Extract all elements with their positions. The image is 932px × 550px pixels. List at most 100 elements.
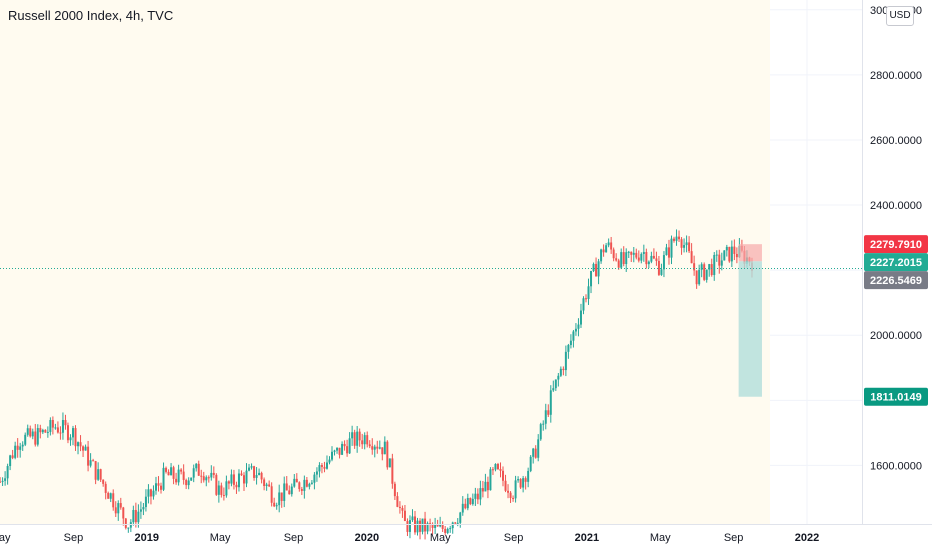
candle-body bbox=[82, 446, 85, 451]
candle-body bbox=[278, 492, 281, 506]
candle-body bbox=[356, 431, 359, 446]
candle-body bbox=[383, 441, 386, 455]
price-tag bbox=[864, 387, 928, 406]
price-axis[interactable]: 1600.0000 2000.0000 2400.0000 2600.0000 2800… bbox=[870, 5, 922, 473]
candle-body bbox=[348, 438, 351, 454]
candle-body bbox=[175, 478, 178, 483]
candle-body bbox=[54, 427, 57, 429]
candle-body bbox=[607, 242, 610, 246]
candle-body bbox=[386, 441, 389, 468]
candle-body bbox=[182, 471, 185, 480]
candle-body bbox=[235, 484, 238, 488]
candle-body bbox=[114, 507, 117, 514]
candle-body bbox=[4, 478, 7, 481]
candle-body bbox=[454, 522, 457, 524]
candle-body bbox=[630, 251, 633, 255]
price-tag bbox=[864, 271, 928, 290]
candle-body bbox=[524, 478, 527, 482]
candle-body bbox=[688, 242, 691, 252]
candle-body bbox=[484, 481, 487, 492]
candle-body bbox=[333, 450, 336, 452]
y-tick-label: 2000.0000 bbox=[870, 330, 922, 342]
candle-body bbox=[587, 286, 590, 300]
candle-body bbox=[421, 518, 424, 532]
candle-body bbox=[424, 518, 427, 532]
candle-body bbox=[708, 264, 711, 270]
candle-body bbox=[31, 431, 34, 437]
candle-body bbox=[310, 482, 313, 484]
candle-body bbox=[295, 478, 298, 483]
candle-body bbox=[323, 466, 326, 469]
candle-body bbox=[429, 523, 432, 525]
candle-body bbox=[494, 464, 497, 470]
candle-body bbox=[499, 469, 502, 471]
candle-body bbox=[371, 446, 374, 450]
currency-button[interactable]: USD bbox=[886, 6, 914, 26]
candle-body bbox=[313, 474, 316, 483]
candle-body bbox=[650, 255, 653, 262]
candle-body bbox=[290, 486, 293, 495]
candle-body bbox=[19, 446, 22, 450]
candle-body bbox=[537, 439, 540, 458]
candle-body bbox=[240, 473, 243, 476]
candle-body bbox=[74, 428, 77, 447]
candle-body bbox=[695, 270, 698, 285]
price-tag bbox=[864, 253, 928, 272]
candle-body bbox=[177, 469, 180, 483]
candle-body bbox=[602, 249, 605, 253]
time-axis[interactable]: May Sep 2019 May Sep 2020 May Sep 2021 May Sep 2022 bbox=[0, 532, 819, 544]
short-position-tool[interactable] bbox=[738, 244, 762, 397]
candle-body bbox=[361, 440, 364, 445]
candle-body bbox=[64, 420, 67, 426]
candle-body bbox=[253, 466, 256, 478]
candle-body bbox=[363, 435, 366, 445]
candle-body bbox=[34, 431, 37, 445]
price-tag-label: 2279.7910 bbox=[870, 239, 922, 251]
candle-body bbox=[149, 489, 152, 497]
candle-body bbox=[59, 432, 62, 434]
candle-body bbox=[6, 466, 9, 479]
candle-body bbox=[56, 427, 59, 433]
candle-body bbox=[366, 435, 369, 445]
candle-body bbox=[693, 263, 696, 271]
candle-body bbox=[703, 264, 706, 280]
price-tag-label: 2227.2015 bbox=[870, 257, 922, 269]
candle-body bbox=[77, 442, 80, 447]
candle-body bbox=[705, 269, 708, 280]
candle-body bbox=[655, 258, 658, 261]
candle-body bbox=[36, 428, 39, 445]
candle-body bbox=[1, 480, 4, 482]
candle-body bbox=[94, 461, 97, 480]
candle-body bbox=[519, 479, 522, 488]
price-tag bbox=[864, 235, 928, 254]
y-tick-label: 2400.0000 bbox=[870, 200, 922, 212]
candle-body bbox=[426, 523, 429, 532]
candle-body bbox=[562, 368, 565, 371]
candle-body bbox=[39, 428, 42, 433]
candle-body bbox=[124, 518, 127, 528]
risk-zone[interactable] bbox=[738, 244, 762, 262]
candle-body bbox=[165, 467, 168, 472]
candles bbox=[0, 229, 753, 540]
candle-body bbox=[24, 434, 27, 445]
candle-body bbox=[579, 310, 582, 325]
candle-body bbox=[343, 443, 346, 447]
candle-body bbox=[517, 479, 520, 481]
candle-body bbox=[242, 475, 245, 484]
candle-body bbox=[275, 505, 278, 507]
candle-body bbox=[698, 269, 701, 285]
candle-body bbox=[522, 478, 525, 488]
candle-body bbox=[170, 467, 173, 476]
candle-body bbox=[187, 480, 190, 486]
candle-body bbox=[590, 271, 593, 287]
candle-body bbox=[396, 496, 399, 507]
candle-body bbox=[559, 368, 562, 376]
candle-body bbox=[285, 483, 288, 491]
candle-body bbox=[419, 520, 422, 532]
reward-zone[interactable] bbox=[738, 261, 762, 397]
candle-body bbox=[185, 479, 188, 486]
candle-body bbox=[139, 509, 142, 512]
candle-body bbox=[391, 458, 394, 484]
candle-body bbox=[647, 261, 650, 265]
